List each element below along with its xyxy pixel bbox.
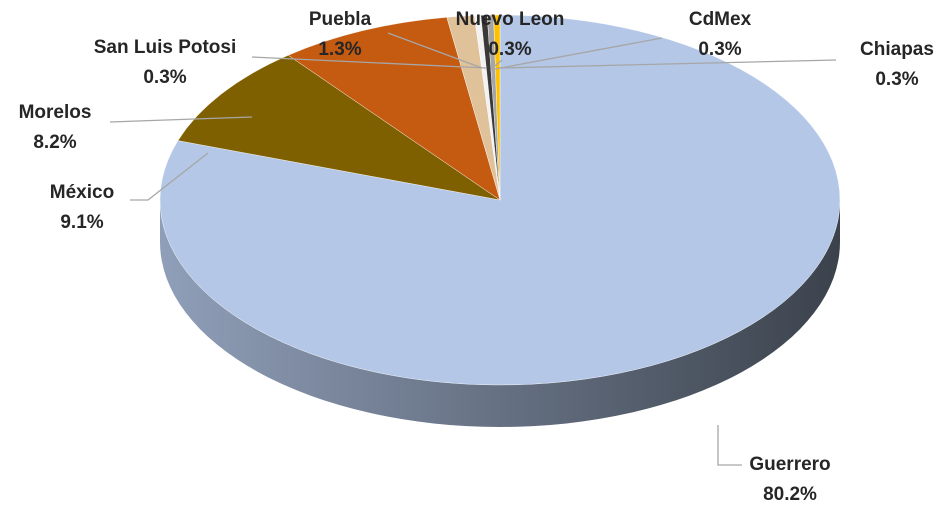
pie-side <box>160 200 840 427</box>
slice-value-label: 1.3% <box>318 39 361 60</box>
slice-label: San Luis Potosi <box>94 37 237 58</box>
slice-label: Guerrero <box>749 454 830 475</box>
pie-slice <box>287 17 501 201</box>
leader-line <box>499 59 837 69</box>
slice-value-label: 9.1% <box>60 212 103 233</box>
pie-slice <box>493 14 501 201</box>
slice-value-label: 0.3% <box>488 39 531 60</box>
slice-label: CdMex <box>689 9 752 30</box>
slice-value-label: 80.2% <box>763 484 817 505</box>
slice-label: Chiapas <box>860 39 934 60</box>
slice-value-label: 0.3% <box>875 69 918 90</box>
leader-line <box>251 56 487 69</box>
slice-label: Morelos <box>19 102 92 123</box>
slice-value-label: 8.2% <box>33 132 76 153</box>
leader-line <box>494 37 663 70</box>
slice-label: Nuevo Leon <box>456 9 565 30</box>
pie-slice <box>177 55 501 201</box>
slice-label: México <box>50 182 114 203</box>
leader-line <box>130 152 209 201</box>
leader-line <box>490 59 503 70</box>
slice-value-label: 0.3% <box>143 67 186 88</box>
leader-line <box>387 32 483 69</box>
leader-line <box>717 425 742 466</box>
leader-line <box>109 116 253 123</box>
slice-label: Puebla <box>309 9 372 30</box>
slice-value-label: 0.3% <box>698 39 741 60</box>
